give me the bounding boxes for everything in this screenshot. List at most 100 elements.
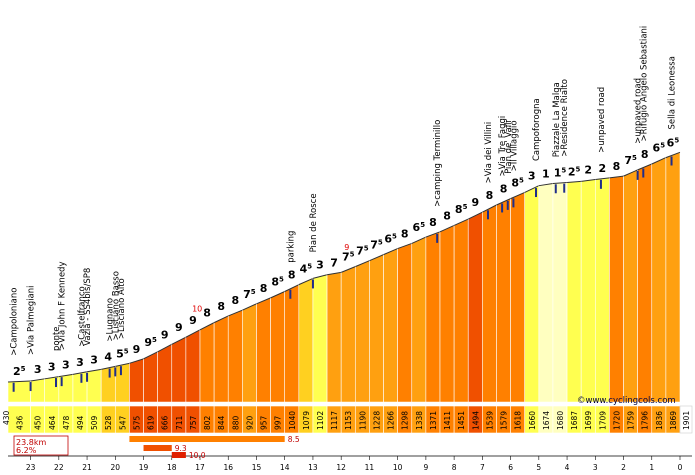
profile-outline [143,351,158,360]
gradient-label: 3 [528,170,536,183]
altitude-label: 1869 [669,411,678,430]
profile-segment [411,236,427,403]
profile-outline [242,303,257,311]
km-tick-label: 1 [649,463,654,472]
place-label: >Via Palmegiani [27,285,37,355]
gradient-label: 15 [554,167,567,180]
profile-segment [566,181,582,403]
gradient-label: 8 [203,307,211,320]
gradient-label: 7 [330,256,338,269]
gradient-decimal: 5 [660,142,665,150]
profile-outline [7,380,31,383]
altitude-label: 1117 [330,411,339,430]
profile-segment [425,231,441,403]
place-label: >Lisciano Alto [117,278,127,339]
profile-outline [552,182,568,184]
altitude-label: 957 [260,415,269,430]
altitude-label: 1674 [542,411,551,430]
profile-outline [665,151,681,159]
profile-outline [609,175,624,179]
km-tick-label: 8 [452,463,457,472]
place-label: >Lugnano [106,298,116,342]
gradient-decimal: 5 [576,165,581,173]
gradient-label: 3 [90,353,98,366]
altitude-label: 430 [2,410,11,425]
altitude-label: 1720 [612,411,621,430]
profile-segment [312,274,328,403]
road-marker [554,184,557,194]
gradient-label: 8 [260,282,268,295]
gradient-label: 1 [542,167,550,180]
profile-segment [213,315,229,403]
profile-outline [411,236,427,244]
credit-label: ©www.cyclingcols.com [577,396,676,406]
profile-outline [340,266,356,273]
profile-outline [270,291,285,299]
profile-segment [171,336,187,403]
km-tick-label: 7 [480,463,485,472]
place-label: Pian de Rosce [309,193,319,252]
place-label: Vazia - SS4bis/SP8 [83,268,93,346]
altitude-label: 1228 [372,411,381,430]
gradient-decimal: 5 [561,167,566,175]
gradient-label: 85 [271,276,284,289]
profile-outline [482,204,497,213]
gradient-label: 75 [370,239,383,252]
profile-segment [439,224,455,403]
climb-bar-label: 10.0 [189,451,206,460]
profile-segment [496,198,511,403]
km-tick-label: 4 [565,463,570,472]
gradient-label: 25 [13,365,26,378]
road-marker [86,372,89,382]
altitude-label: 997 [274,415,283,430]
altitude-label: 1338 [415,411,424,430]
km-tick-label: 18 [167,463,177,472]
profile-segment [397,243,413,403]
altitude-label: 1759 [627,411,636,430]
profile-outline [538,182,554,187]
profile-segment [199,322,215,403]
place-label: >unpaved road [634,78,644,144]
profile-segment [594,177,610,403]
place-label: >Via John F Kennedy [58,262,68,351]
road-marker [563,183,566,193]
place-label: Campoforogna [532,98,542,161]
profile-outline [228,309,243,317]
gradient-label: 25 [568,165,581,178]
altitude-label: 1796 [641,411,650,430]
climb-bar [129,436,285,442]
gradient-decimal: 5 [364,245,369,253]
profile-segment [538,183,554,403]
gradient-label: 9 [175,321,183,334]
profile-segment [30,378,46,403]
profile-segment [665,151,681,403]
profile-outline [30,378,45,382]
altitude-label: 450 [34,415,43,430]
profile-segment [326,271,342,403]
profile-outline [468,211,483,220]
road-marker [670,156,673,166]
altitude-label: 1699 [584,411,593,430]
altitude-label: 575 [132,415,141,430]
gradient-decimal: 5 [251,288,256,296]
summit-altitude-label: 1901 [682,411,691,430]
profile-outline [298,277,314,286]
gradient-label: 8 [500,183,508,196]
altitude-label: 509 [90,415,99,430]
gradient-label: 8 [288,269,296,282]
profile-outline [439,224,455,233]
gradient-decimal: 5 [152,336,157,344]
climb-bar [171,452,186,458]
altitude-label: 1266 [387,411,396,430]
road-marker [636,170,639,180]
profile-outline [72,371,88,375]
altitude-label: 1451 [457,411,466,430]
km-tick-label: 3 [593,463,598,472]
altitude-label: 1371 [429,411,438,430]
gradient-label: 65 [413,221,426,234]
gradient-label: 3 [48,361,56,374]
profile-outline [425,231,441,238]
gradient-label: 8 [443,209,451,222]
gradient-label: 85 [455,203,468,216]
altitude-label: 666 [161,415,170,430]
